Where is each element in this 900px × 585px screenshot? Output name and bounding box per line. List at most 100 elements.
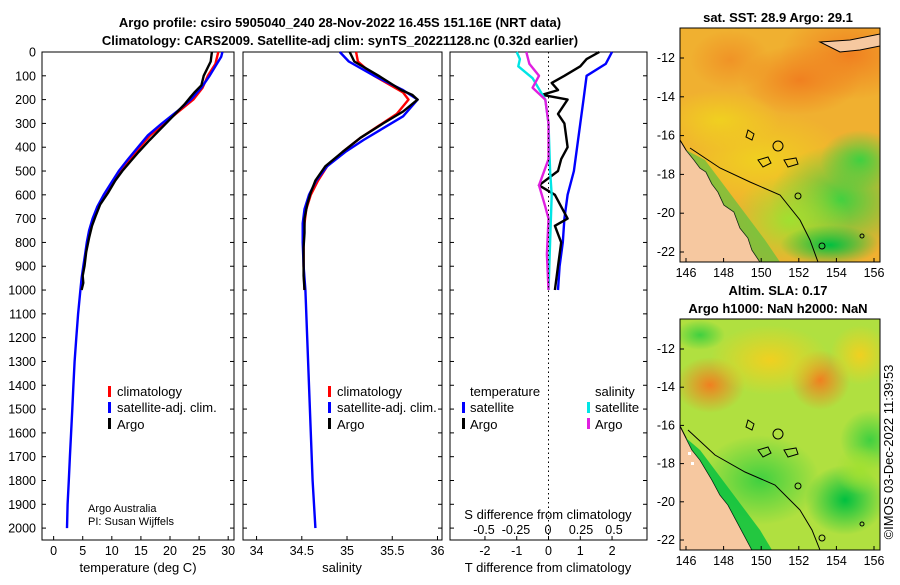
legend-label: satellite-adj. clim. <box>117 400 217 415</box>
legend-label: climatology <box>337 384 403 399</box>
salinity-xlabel: salinity <box>322 560 362 575</box>
depth-tick-label: 300 <box>15 117 36 131</box>
difference-x2label: S difference from climatology <box>464 507 632 522</box>
map-x-tick-label: 152 <box>788 554 809 568</box>
legend-swatch-t-satellite <box>462 402 465 413</box>
series-line <box>537 50 600 291</box>
map-y-tick-label: -18 <box>657 457 675 471</box>
x-tick-label: 35 <box>340 544 354 558</box>
depth-tick-label: 900 <box>15 260 36 274</box>
legend-label: Argo <box>117 417 144 432</box>
map-x-tick-label: 148 <box>713 266 734 280</box>
legend-swatch-argo <box>108 418 111 429</box>
depth-tick-label: 1900 <box>8 498 36 512</box>
legend-heading-temperature: temperature <box>470 384 540 399</box>
temperature-plot: 0 5 10 15 20 25 30 <box>42 51 235 558</box>
map-x-tick-label: 156 <box>864 554 885 568</box>
legend-label: satellite <box>595 400 639 415</box>
salinity-legend: climatology satellite-adj. clim. Argo <box>328 384 437 432</box>
x-tick-label: 25 <box>192 544 206 558</box>
credit-line-1: Argo Australia <box>88 503 157 515</box>
s-tick-label: 0.5 <box>605 523 622 537</box>
x-tick-label: 0 <box>50 544 57 558</box>
map-x-tick-label: 146 <box>676 554 697 568</box>
map-y-tick-label: -22 <box>657 245 675 259</box>
x-tick-label: 34.5 <box>290 544 314 558</box>
map-y-tick-label: -20 <box>657 206 675 220</box>
depth-tick-label: 600 <box>15 188 36 202</box>
x-tick-label: -2 <box>479 544 490 558</box>
legend-swatch-t-argo <box>462 418 465 429</box>
depth-tick-label: 1000 <box>8 284 36 298</box>
temperature-legend: climatology satellite-adj. clim. Argo <box>108 384 217 432</box>
x-tick-label: 20 <box>163 544 177 558</box>
sla-map-title-1: Altim. SLA: 0.17 <box>729 283 828 298</box>
map-x-tick-label: 156 <box>864 266 885 280</box>
depth-tick-label: 700 <box>15 212 36 226</box>
map-y-tick-label: -16 <box>657 418 675 432</box>
series-line <box>525 51 550 291</box>
x-tick-label: 15 <box>134 544 148 558</box>
s-tick-label: 0.25 <box>569 523 593 537</box>
map-y-tick-label: -22 <box>657 533 675 547</box>
legend-swatch-satellite <box>108 402 111 413</box>
depth-tick-label: 500 <box>15 165 36 179</box>
temperature-panel <box>41 51 235 541</box>
depth-tick-label: 1500 <box>8 403 36 417</box>
depth-tick-label: 200 <box>15 93 36 107</box>
legend-swatch-s-argo <box>587 418 590 429</box>
legend-label: satellite-adj. clim. <box>337 400 437 415</box>
series-line <box>301 51 419 529</box>
series-line <box>65 51 224 529</box>
depth-tick-label: 1200 <box>8 331 36 345</box>
map-y-tick-label: -14 <box>657 90 675 104</box>
legend-swatch-climatology <box>108 386 111 397</box>
map-y-tick-label: -14 <box>657 380 675 394</box>
map-y-tick-label: -12 <box>657 342 675 356</box>
map-y-tick-label: -20 <box>657 495 675 509</box>
legend-swatch-climatology <box>328 386 331 397</box>
map-x-tick-label: 150 <box>751 266 772 280</box>
depth-tick-label: 1400 <box>8 379 36 393</box>
x-tick-label: 35.5 <box>380 544 404 558</box>
map-x-tick-label: 148 <box>713 554 734 568</box>
x-tick-label: 10 <box>105 544 119 558</box>
map-x-tick-label: 154 <box>826 266 847 280</box>
legend-label: satellite <box>470 400 514 415</box>
depth-tick-label: 100 <box>15 69 36 83</box>
depth-tick-label: 1800 <box>8 474 36 488</box>
s-tick-label: 0 <box>545 523 552 537</box>
x-tick-label: 0 <box>545 544 552 558</box>
s-tick-label: -0.25 <box>502 523 531 537</box>
map-x-tick-label: 154 <box>826 554 847 568</box>
legend-label: Argo <box>337 417 364 432</box>
depth-tick-label: 2000 <box>8 522 36 536</box>
sst-map <box>680 28 880 262</box>
map-y-tick-label: -16 <box>657 129 675 143</box>
credit-line-2: PI: Susan Wijffels <box>88 516 174 528</box>
title-line-1: Argo profile: csiro 5905040_240 28-Nov-2… <box>119 15 561 30</box>
legend-label: Argo <box>595 417 622 432</box>
series-line <box>302 51 419 291</box>
timestamp: ©IMOS 03-Dec-2022 11:39:53 <box>881 365 896 540</box>
legend-swatch-s-satellite <box>587 402 590 413</box>
s-tick-label: -0.5 <box>473 523 495 537</box>
difference-plot: -2 -1 0 1 2 <box>450 50 647 558</box>
legend-swatch-satellite <box>328 402 331 413</box>
depth-tick-label: 1100 <box>9 307 36 321</box>
legend-heading-salinity: salinity <box>595 384 635 399</box>
title-line-2: Climatology: CARS2009. Satellite-adj cli… <box>102 33 578 48</box>
series-line <box>556 51 614 291</box>
depth-tick-label: 400 <box>15 141 36 155</box>
x-tick-label: -1 <box>511 544 522 558</box>
x-tick-label: 2 <box>609 544 616 558</box>
map-x-tick-label: 146 <box>676 266 697 280</box>
map-x-tick-label: 152 <box>788 266 809 280</box>
depth-axis: 0 100 200 300 400 500 600 700 800 900 1000 1100 1200… <box>8 46 36 536</box>
difference-legend: temperature satellite Argo salinity sate… <box>462 384 639 432</box>
sla-map <box>680 319 880 550</box>
salinity-panel <box>242 51 443 541</box>
legend-label: Argo <box>470 417 497 432</box>
x-tick-label: 36 <box>431 544 445 558</box>
